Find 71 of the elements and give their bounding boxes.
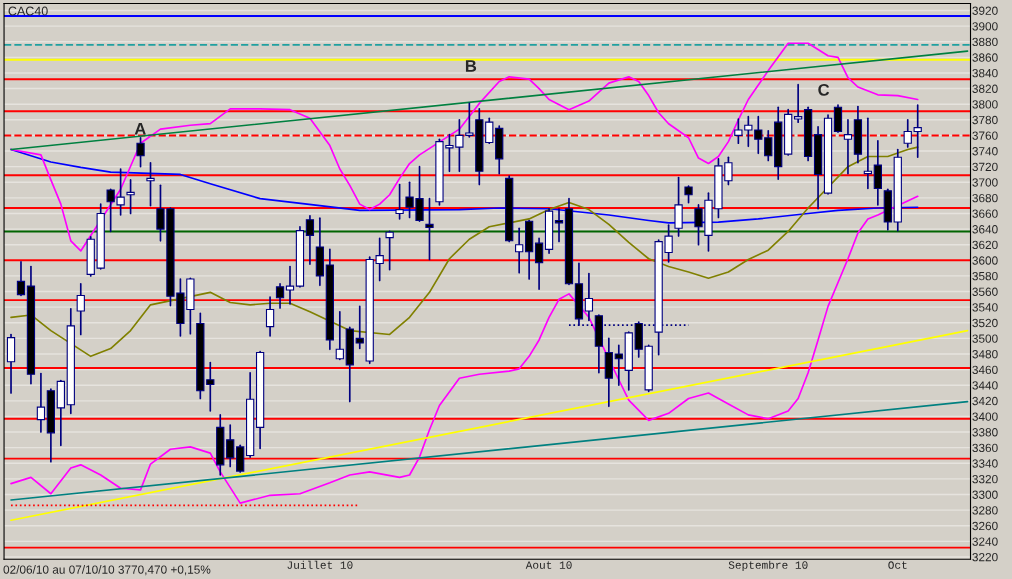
candlestick — [265, 296, 275, 337]
candlestick — [275, 282, 285, 309]
candlestick — [425, 197, 434, 261]
candlestick — [36, 372, 46, 433]
y-tick-label: 3840 — [972, 68, 998, 78]
y-tick-label: 3920 — [972, 6, 998, 15]
x-tick-label: Septembre 10 — [728, 560, 808, 572]
y-tick-label: 3580 — [972, 271, 998, 281]
y-tick-label: 3320 — [972, 474, 998, 484]
text: 02/06/10 au 07/10/10 3770,470 +0,15% — [3, 565, 211, 576]
candlestick — [534, 237, 544, 291]
y-tick-label: 3260 — [972, 521, 998, 531]
x-tick-label: Aout 10 — [525, 561, 572, 569]
candlestick — [335, 311, 344, 361]
y-tick-label: 3460 — [972, 365, 998, 374]
y-tick-label: 3300 — [972, 490, 998, 499]
x-tick-label: Juillet 10 — [287, 560, 353, 569]
annotation: A — [134, 123, 146, 135]
chart-title: CAC40 — [8, 6, 48, 16]
y-tick-label: 3820 — [972, 84, 998, 93]
y-tick-label: 3600 — [972, 256, 998, 265]
candlestick — [515, 227, 524, 274]
y-tick-label: 3480 — [972, 350, 998, 359]
y-tick-label: 3420 — [972, 396, 998, 406]
candlestick — [873, 140, 882, 206]
y-tick-label: 3360 — [972, 443, 998, 453]
y-tick-label: 3880 — [972, 37, 998, 47]
candlestick — [385, 230, 394, 271]
candlestick — [843, 118, 853, 175]
annotation: C — [818, 83, 830, 96]
annotation: B — [465, 60, 477, 72]
candlestick — [305, 214, 315, 266]
candlestick — [146, 161, 155, 207]
y-tick-label: 3720 — [972, 162, 998, 172]
y-tick-label: 3240 — [972, 537, 998, 546]
line-series — [10, 146, 919, 358]
candlestick — [136, 136, 145, 168]
line-series — [10, 42, 919, 252]
y-tick-label: 3620 — [972, 240, 998, 250]
y-tick-label: 3860 — [972, 53, 998, 62]
candlestick — [395, 183, 404, 220]
y-tick-label: 3400 — [972, 412, 998, 421]
candlestick — [674, 176, 683, 237]
y-tick-label: 3800 — [972, 100, 998, 109]
line-series — [10, 195, 919, 504]
y-tick-label: 3540 — [972, 303, 998, 312]
y-tick-label: 3340 — [972, 459, 998, 468]
candlestick — [76, 282, 85, 336]
candlestick — [793, 83, 803, 123]
y-tick-label: 3740 — [972, 147, 998, 156]
y-tick-label: 3660 — [972, 209, 998, 218]
y-tick-label: 3520 — [972, 318, 998, 328]
y-tick-label: 3380 — [972, 428, 998, 437]
candlestick — [614, 344, 623, 387]
y-tick-label: 3640 — [972, 225, 998, 234]
candlestick — [16, 261, 26, 297]
y-tick-label: 3780 — [972, 115, 998, 125]
y-tick-label: 3500 — [972, 334, 998, 343]
candlestick — [584, 272, 594, 322]
candlestick — [226, 424, 235, 468]
x-tick-label: Oct — [888, 561, 907, 569]
candlestick — [285, 265, 295, 305]
y-tick-label: 3280 — [972, 506, 998, 515]
y-tick-label: 3900 — [972, 22, 998, 31]
candlestick — [126, 179, 135, 215]
y-tick-label: 3760 — [972, 131, 998, 140]
y-tick-label: 3220 — [972, 553, 998, 562]
y-tick-label: 3560 — [972, 287, 998, 296]
y-tick-label: 3700 — [972, 178, 998, 187]
y-tick-label: 3440 — [972, 381, 998, 390]
y-tick-label: 3680 — [972, 193, 998, 203]
